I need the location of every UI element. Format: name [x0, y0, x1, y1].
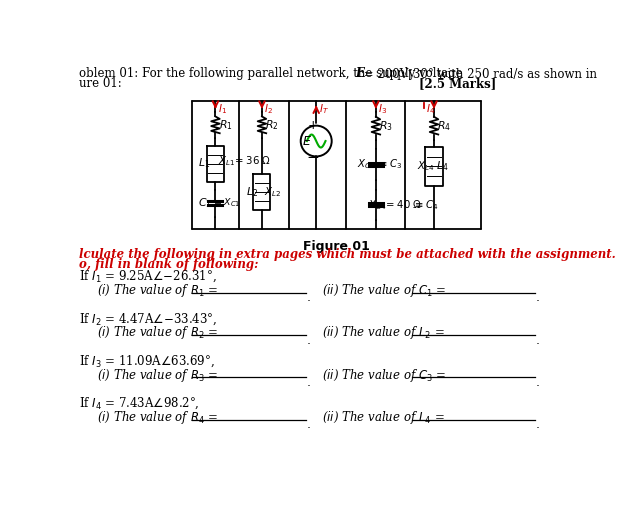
Text: oblem 01: For the following parallel network, the supply voltage: oblem 01: For the following parallel net…	[79, 67, 466, 80]
Text: ($ii$) The value of $L_4$ =: ($ii$) The value of $L_4$ =	[322, 409, 445, 426]
Text: $L_1$: $L_1$	[198, 155, 211, 170]
Text: $\equiv C_3$: $\equiv C_3$	[378, 157, 403, 171]
Text: If $\mathit{I}_4$ = 7.43A$\angle$98.2°,: If $\mathit{I}_4$ = 7.43A$\angle$98.2°,	[79, 396, 200, 411]
Text: $I_2$: $I_2$	[264, 102, 273, 116]
Text: $X_{L4}$: $X_{L4}$	[417, 160, 435, 173]
Text: lculate the following in extra pages which must be attached with the assignment.: lculate the following in extra pages whi…	[79, 248, 616, 261]
Text: If $\mathit{I}_3$ = 11.09A$\angle$63.69°,: If $\mathit{I}_3$ = 11.09A$\angle$63.69°…	[79, 354, 215, 369]
Text: $L_4$: $L_4$	[436, 160, 449, 173]
Text: $I_T$: $I_T$	[319, 102, 329, 116]
Text: $E$: $E$	[303, 135, 312, 147]
Text: .: .	[307, 334, 311, 346]
Text: .: .	[536, 418, 539, 431]
Text: .: .	[536, 291, 539, 304]
Text: $R_4$: $R_4$	[437, 119, 451, 133]
Text: .: .	[307, 291, 311, 304]
Text: ($ii$) The value of $L_2$ =: ($ii$) The value of $L_2$ =	[322, 324, 445, 341]
Text: $R_3$: $R_3$	[379, 119, 393, 133]
Text: $I_1$: $I_1$	[218, 102, 227, 116]
Text: E: E	[355, 67, 364, 80]
Text: $L_2$: $L_2$	[247, 185, 259, 199]
Text: .: .	[307, 418, 311, 431]
Text: $I_3$: $I_3$	[378, 102, 388, 116]
Text: ($i$) The value of $R_2$ =: ($i$) The value of $R_2$ =	[97, 324, 218, 341]
Text: $X_{L2}$: $X_{L2}$	[264, 185, 281, 199]
Text: $\equiv C_4$: $\equiv C_4$	[413, 198, 439, 212]
Text: .: .	[536, 334, 539, 346]
Text: o, fill in blank of following:: o, fill in blank of following:	[79, 258, 259, 271]
Text: [2.5 Marks]: [2.5 Marks]	[418, 77, 496, 90]
Text: $R_1$: $R_1$	[219, 118, 232, 132]
Text: −: −	[307, 150, 319, 166]
Text: ($i$) The value of $R_4$ =: ($i$) The value of $R_4$ =	[97, 409, 218, 426]
Text: $C_1$: $C_1$	[198, 196, 212, 209]
Text: $\equiv X_{C1}$: $\equiv X_{C1}$	[211, 197, 240, 209]
Text: If $\mathit{I}_2$ = 4.47A$\angle$$-$33.43°,: If $\mathit{I}_2$ = 4.47A$\angle$$-$33.4…	[79, 311, 217, 327]
Text: ($ii$) The value of $C_3$ =: ($ii$) The value of $C_3$ =	[322, 367, 446, 384]
Text: ure 01:: ure 01:	[79, 77, 122, 90]
Text: $R_2$: $R_2$	[265, 118, 278, 132]
Text: .: .	[307, 376, 311, 389]
Text: $X_{C4}$= 40 $\Omega$: $X_{C4}$= 40 $\Omega$	[368, 198, 422, 212]
Text: .: .	[536, 376, 539, 389]
Text: ($i$) The value of $R_3$ =: ($i$) The value of $R_3$ =	[97, 367, 218, 384]
Text: = 200V⌈30° with 250 rad/s as shown in: = 200V⌈30° with 250 rad/s as shown in	[360, 67, 596, 80]
Text: ($i$) The value of $R_1$ =: ($i$) The value of $R_1$ =	[97, 282, 218, 299]
Text: Figure 01: Figure 01	[303, 240, 370, 252]
Text: If $\mathit{I}_1$ = 9.25A$\angle$$-$26.31°,: If $\mathit{I}_1$ = 9.25A$\angle$$-$26.3…	[79, 269, 217, 284]
Text: $X_{L1}$= 36 $\Omega$: $X_{L1}$= 36 $\Omega$	[218, 154, 271, 168]
Text: $X_{C3}$: $X_{C3}$	[357, 157, 376, 171]
Text: ($ii$) The value of $C_1$ =: ($ii$) The value of $C_1$ =	[322, 282, 446, 299]
Text: $I_4$: $I_4$	[427, 102, 435, 116]
Text: +: +	[308, 119, 319, 132]
